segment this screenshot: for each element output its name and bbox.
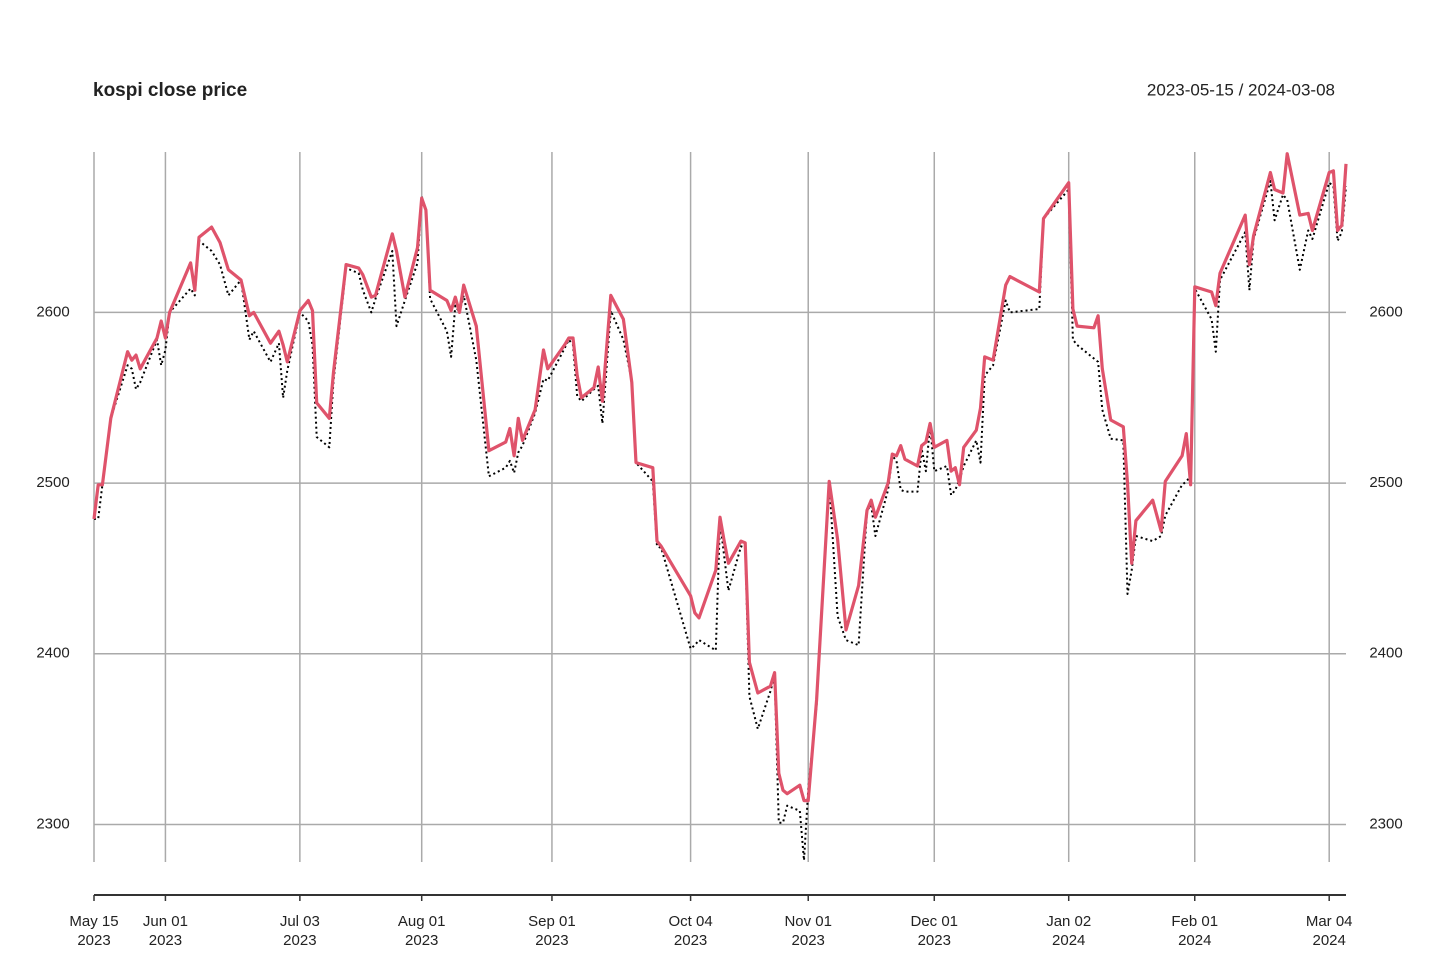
x-tick-label: 2023 bbox=[405, 932, 438, 949]
x-tick-label: Oct 04 bbox=[668, 913, 712, 930]
price-line bbox=[94, 180, 1347, 862]
y-tick-label-right: 2300 bbox=[1369, 815, 1402, 832]
x-tick-label: 2023 bbox=[535, 932, 568, 949]
x-tick-label: Nov 01 bbox=[784, 913, 832, 930]
y-tick-label: 2600 bbox=[36, 303, 69, 320]
x-tick-label: Sep 01 bbox=[528, 913, 576, 930]
x-tick-label: 2024 bbox=[1178, 932, 1211, 949]
x-tick-label: 2023 bbox=[674, 932, 707, 949]
y-tick-label-right: 2400 bbox=[1369, 645, 1402, 662]
x-tick-label: Aug 01 bbox=[398, 913, 446, 930]
price-line bbox=[92, 152, 1348, 803]
x-tick-label: May 15 bbox=[69, 913, 118, 930]
date-range: 2023-05-15 / 2024-03-08 bbox=[1147, 80, 1335, 99]
x-tick-label: 2024 bbox=[1313, 932, 1346, 949]
x-tick-label: Feb 01 bbox=[1171, 913, 1218, 930]
x-tick-label: 2023 bbox=[792, 932, 825, 949]
y-tick-label: 2300 bbox=[36, 815, 69, 832]
chart-title: kospi close price bbox=[93, 80, 247, 101]
x-tick-label: Jun 01 bbox=[143, 913, 188, 930]
x-tick-label: 2024 bbox=[1052, 932, 1085, 949]
y-tick-label: 2400 bbox=[36, 645, 69, 662]
x-tick-label: Jan 02 bbox=[1046, 913, 1091, 930]
y-tick-label: 2500 bbox=[36, 474, 69, 491]
x-tick-label: 2023 bbox=[77, 932, 110, 949]
x-tick-label: 2023 bbox=[918, 932, 951, 949]
x-tick-label: 2023 bbox=[149, 932, 182, 949]
x-tick-label: Dec 01 bbox=[911, 913, 959, 930]
x-tick-label: Mar 04 bbox=[1306, 913, 1353, 930]
x-tick-label: Jul 03 bbox=[280, 913, 320, 930]
y-tick-label-right: 2500 bbox=[1369, 474, 1402, 491]
x-tick-label: 2023 bbox=[283, 932, 316, 949]
y-tick-label-right: 2600 bbox=[1369, 303, 1402, 320]
